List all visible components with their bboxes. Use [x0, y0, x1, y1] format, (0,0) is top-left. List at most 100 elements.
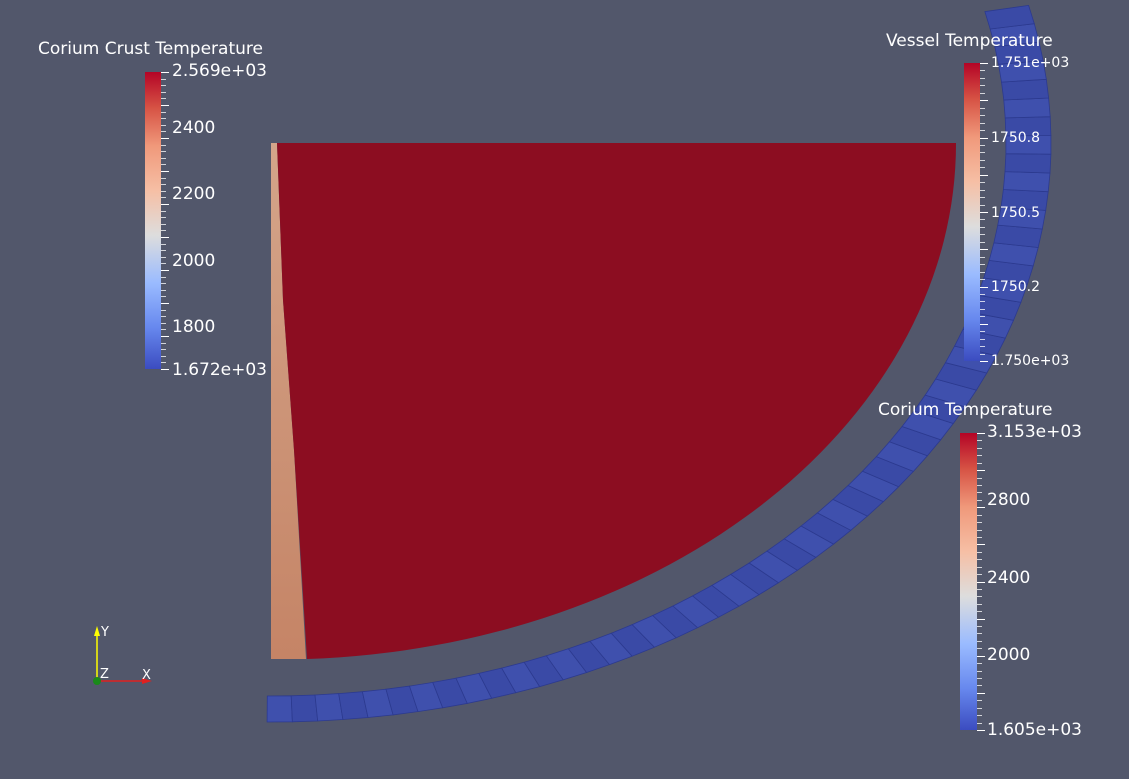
colorbar-tick-mark	[980, 316, 985, 318]
colorbar-tick-mark	[977, 484, 982, 486]
colorbar-tick-mark	[980, 234, 985, 236]
colorbar-tick-mark	[161, 210, 166, 212]
colorbar-tick-mark	[980, 279, 985, 281]
colorbar-tick-mark	[977, 722, 982, 724]
legend-crust-tick: 1800	[172, 317, 216, 337]
legend-crust-min: 1.672e+03	[172, 360, 268, 380]
vessel-wall-cell	[314, 693, 344, 722]
colorbar-tick-mark	[161, 296, 166, 298]
legend-corium-tick: 2800	[987, 490, 1031, 510]
colorbar-tick-mark	[980, 174, 988, 176]
axis-y-label: Y	[101, 625, 109, 640]
colorbar-tick-mark	[161, 98, 166, 100]
colorbar-tick-mark	[161, 217, 166, 219]
colorbar-tick-mark	[980, 182, 985, 184]
colorbar-tick-mark	[161, 309, 166, 311]
colorbar-tick-mark	[161, 223, 166, 225]
legend-corium-max: 3.153e+03	[987, 422, 1083, 442]
colorbar-tick-mark	[977, 707, 982, 709]
colorbar-tick-mark	[161, 105, 169, 106]
colorbar-tick-mark	[161, 250, 166, 252]
colorbar-tick-mark	[977, 670, 982, 672]
colorbar-tick-mark	[977, 455, 982, 457]
colorbar-tick-mark	[161, 164, 166, 166]
colorbar-tick-mark	[977, 559, 982, 561]
axis-x-label: X	[142, 668, 151, 683]
colorbar-tick-mark	[977, 440, 982, 442]
colorbar-tick-mark	[980, 107, 985, 109]
colorbar-tick-mark	[161, 111, 166, 113]
axis-z-label: Z	[100, 667, 109, 682]
colorbar-tick-mark	[977, 447, 982, 449]
colorbar-tick-mark	[977, 470, 985, 472]
colorbar-tick-mark	[161, 131, 166, 133]
colorbar-tick-mark	[977, 596, 982, 598]
colorbar-tick-mark	[977, 507, 985, 509]
legend-vessel-min: 1.750e+03	[991, 353, 1070, 369]
legend-crust-tick: 2400	[172, 118, 216, 138]
colorbar-tick-mark	[161, 124, 166, 126]
colorbar-tick-mark	[977, 700, 982, 702]
colorbar-tick-mark	[977, 566, 982, 568]
colorbar-tick-mark	[980, 256, 985, 258]
colorbar-tick-mark	[161, 72, 169, 73]
colorbar-tick-mark	[161, 362, 166, 364]
corium-crust-mesh	[271, 143, 306, 659]
legend-corium-min: 1.605e+03	[987, 720, 1083, 740]
vessel-wall-cell	[1004, 153, 1052, 174]
legend-vessel-tick: 1750.5	[991, 205, 1040, 221]
colorbar-tick-mark	[161, 118, 166, 120]
corium-pool-mesh	[277, 143, 957, 659]
colorbar-tick-mark	[161, 369, 169, 370]
colorbar-tick-mark	[161, 85, 166, 87]
colorbar-tick-mark	[977, 633, 982, 635]
colorbar-tick-mark	[977, 588, 982, 590]
colorbar-tick-mark	[161, 342, 166, 344]
legend-vessel-tick: 1750.8	[991, 130, 1040, 146]
legend-corium-tick: 2400	[987, 568, 1031, 588]
colorbar-tick-mark	[980, 249, 988, 251]
colorbar-tick-mark	[980, 301, 985, 303]
colorbar-tick-mark	[980, 70, 985, 72]
colorbar-tick-mark	[977, 514, 982, 516]
colorbar-tick-mark	[161, 355, 166, 357]
colorbar-tick-mark	[980, 159, 985, 161]
colorbar-tick-mark	[980, 212, 988, 213]
legend-corium-colorbar	[960, 433, 977, 730]
colorbar-tick-mark	[977, 433, 985, 434]
colorbar-tick-mark	[161, 197, 166, 199]
legend-vessel-colorbar	[964, 63, 980, 361]
colorbar-tick-mark	[977, 581, 985, 583]
colorbar-tick-mark	[977, 678, 982, 680]
colorbar-tick-mark	[161, 91, 166, 93]
colorbar-tick-mark	[161, 243, 166, 245]
colorbar-tick-mark	[977, 611, 982, 613]
legend-crust-colorbar	[145, 72, 161, 369]
colorbar-tick-mark	[977, 477, 982, 479]
colorbar-tick-mark	[980, 293, 985, 295]
colorbar-tick-mark	[980, 100, 988, 102]
colorbar-tick-mark	[161, 256, 166, 258]
legend-corium-title: Corium Temperature	[878, 400, 1053, 420]
colorbar-tick-mark	[161, 144, 166, 146]
colorbar-tick-mark	[161, 303, 169, 304]
colorbar-tick-mark	[980, 85, 985, 87]
colorbar-tick-mark	[161, 276, 166, 278]
colorbar-tick-mark	[977, 618, 985, 620]
colorbar-tick-mark	[977, 685, 982, 687]
legend-crust-tick: 2200	[172, 184, 216, 204]
colorbar-tick-mark	[980, 226, 985, 228]
vessel-wall-cell	[290, 694, 319, 723]
colorbar-tick-mark	[161, 270, 169, 271]
orientation-axes-triad	[93, 626, 152, 685]
colorbar-tick-mark	[977, 648, 982, 650]
colorbar-tick-mark	[980, 264, 985, 266]
colorbar-tick-mark	[161, 78, 166, 80]
colorbar-tick-mark	[980, 346, 985, 348]
legend-vessel-max: 1.751e+03	[991, 55, 1070, 71]
colorbar-tick-mark	[161, 204, 169, 205]
colorbar-tick-mark	[161, 230, 166, 232]
legend-corium-tick: 2000	[987, 645, 1031, 665]
colorbar-tick-mark	[980, 167, 985, 169]
